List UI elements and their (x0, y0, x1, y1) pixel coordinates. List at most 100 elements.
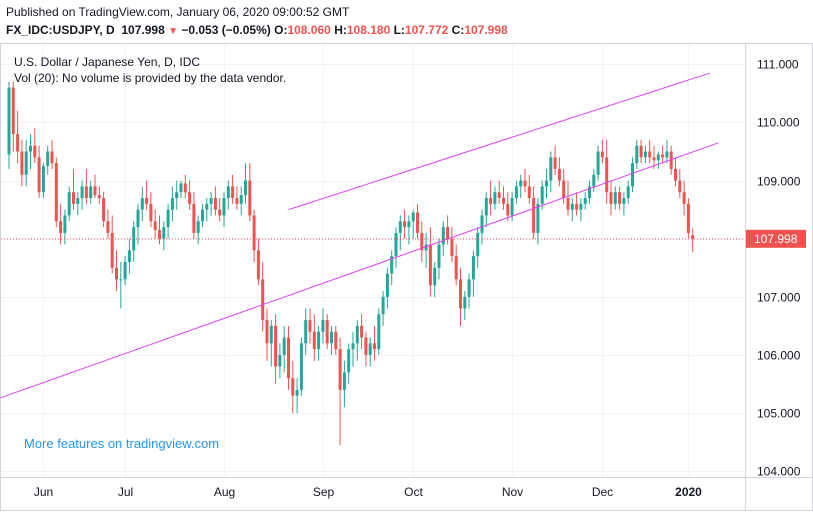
candle-body (510, 198, 514, 216)
candle-body (192, 203, 196, 233)
candle-body (291, 378, 295, 396)
high-label: H: (334, 23, 347, 37)
candle-body (162, 227, 166, 239)
x-tick-label: 2020 (675, 485, 702, 499)
candle-body (403, 221, 407, 228)
candle-body (106, 221, 110, 233)
candle-body (97, 195, 101, 199)
candle-body (553, 157, 557, 169)
candle-body (514, 186, 518, 199)
candle-body (364, 337, 368, 355)
candle-body (540, 186, 544, 204)
candle-body (416, 212, 419, 233)
candle-body (570, 203, 574, 210)
candle-body (183, 183, 187, 193)
candle-body (665, 151, 669, 158)
trendlines[interactable] (0, 72, 719, 442)
candle-body (50, 151, 54, 164)
candle-body (41, 166, 45, 193)
candle-body (502, 198, 505, 204)
candle-body (175, 192, 179, 199)
close-value: 107.998 (464, 23, 508, 37)
candle-body (127, 250, 131, 262)
candle-body (33, 145, 37, 158)
last-price-badge: 107.998 (746, 229, 806, 248)
watermark-link[interactable]: More features on tradingview.com (24, 436, 219, 451)
candle-body (407, 221, 411, 228)
candle-body (158, 229, 161, 239)
candle-body (145, 198, 149, 204)
candle-body (377, 314, 381, 350)
candle-body (76, 198, 80, 204)
candle-body (562, 180, 566, 199)
volume-note: Vol (20): No volume is provided by the d… (14, 71, 286, 85)
candle-body (235, 198, 239, 204)
candle-body (390, 256, 394, 274)
candle-body (596, 151, 600, 175)
trendline (0, 142, 719, 399)
candle-body (299, 343, 303, 390)
candle-body (566, 198, 570, 210)
x-tick-label: Jul (118, 485, 133, 499)
candle-body (360, 325, 364, 338)
last-price-badge-bg (746, 229, 806, 248)
candle-body (67, 192, 71, 216)
open-value: 108.060 (287, 23, 331, 37)
time-axis[interactable]: Jun Jul Aug Sep Oct Nov Dec 2020 (34, 485, 702, 499)
candle-body (656, 154, 660, 161)
candle-body (613, 192, 617, 204)
candle-body (278, 354, 282, 367)
candle-body (231, 186, 235, 199)
last-price-badge-label: 107.998 (754, 232, 798, 246)
candle-body (102, 198, 106, 222)
candle-body (618, 192, 622, 204)
candle-body (433, 267, 437, 286)
candle-body (248, 180, 252, 216)
candle-body (84, 186, 88, 199)
candle-body (153, 221, 157, 230)
candle-body (536, 203, 540, 233)
candle-body (239, 195, 243, 204)
candle-body (678, 180, 682, 193)
y-tick-label: 107.000 (757, 291, 801, 305)
x-tick-label: Dec (592, 485, 613, 499)
candle-body (605, 157, 609, 193)
candle-body (222, 198, 226, 216)
candle-body (261, 279, 265, 321)
candle-body (338, 349, 342, 390)
chart-frame[interactable]: 111.000110.000109.000108.000107.000106.0… (0, 43, 813, 511)
candle-body (89, 186, 93, 199)
candle-body (325, 320, 329, 344)
x-tick-label: Aug (214, 485, 235, 499)
candle-body (476, 232, 480, 257)
candle-body (149, 203, 153, 222)
candle-body (588, 186, 591, 199)
candle-body (136, 209, 140, 228)
candle-body (592, 174, 596, 187)
candle-body (29, 145, 32, 152)
candle-body (209, 198, 213, 204)
x-tick-label: Sep (313, 485, 335, 499)
candle-body (59, 221, 63, 233)
candle-body (63, 215, 67, 233)
candle-body (467, 279, 471, 297)
candle-body (256, 250, 260, 280)
candle-body (459, 279, 462, 309)
candle-body (609, 192, 613, 204)
candle-body (450, 238, 454, 257)
candle-body (295, 389, 299, 396)
candle-body (635, 145, 639, 164)
low-label: L: (393, 23, 405, 37)
candle-body (355, 325, 359, 344)
candle-body (166, 209, 170, 228)
candle-body (420, 232, 424, 251)
candle-body (622, 198, 626, 204)
price-chart[interactable]: 111.000110.000109.000108.000107.000106.0… (0, 43, 813, 511)
candle-body (201, 209, 204, 222)
candle-body (205, 203, 209, 210)
candle-body (583, 198, 587, 204)
candle-body (493, 192, 497, 204)
candle-body (454, 256, 458, 280)
candle-body (648, 151, 652, 158)
candle-body (226, 186, 230, 199)
